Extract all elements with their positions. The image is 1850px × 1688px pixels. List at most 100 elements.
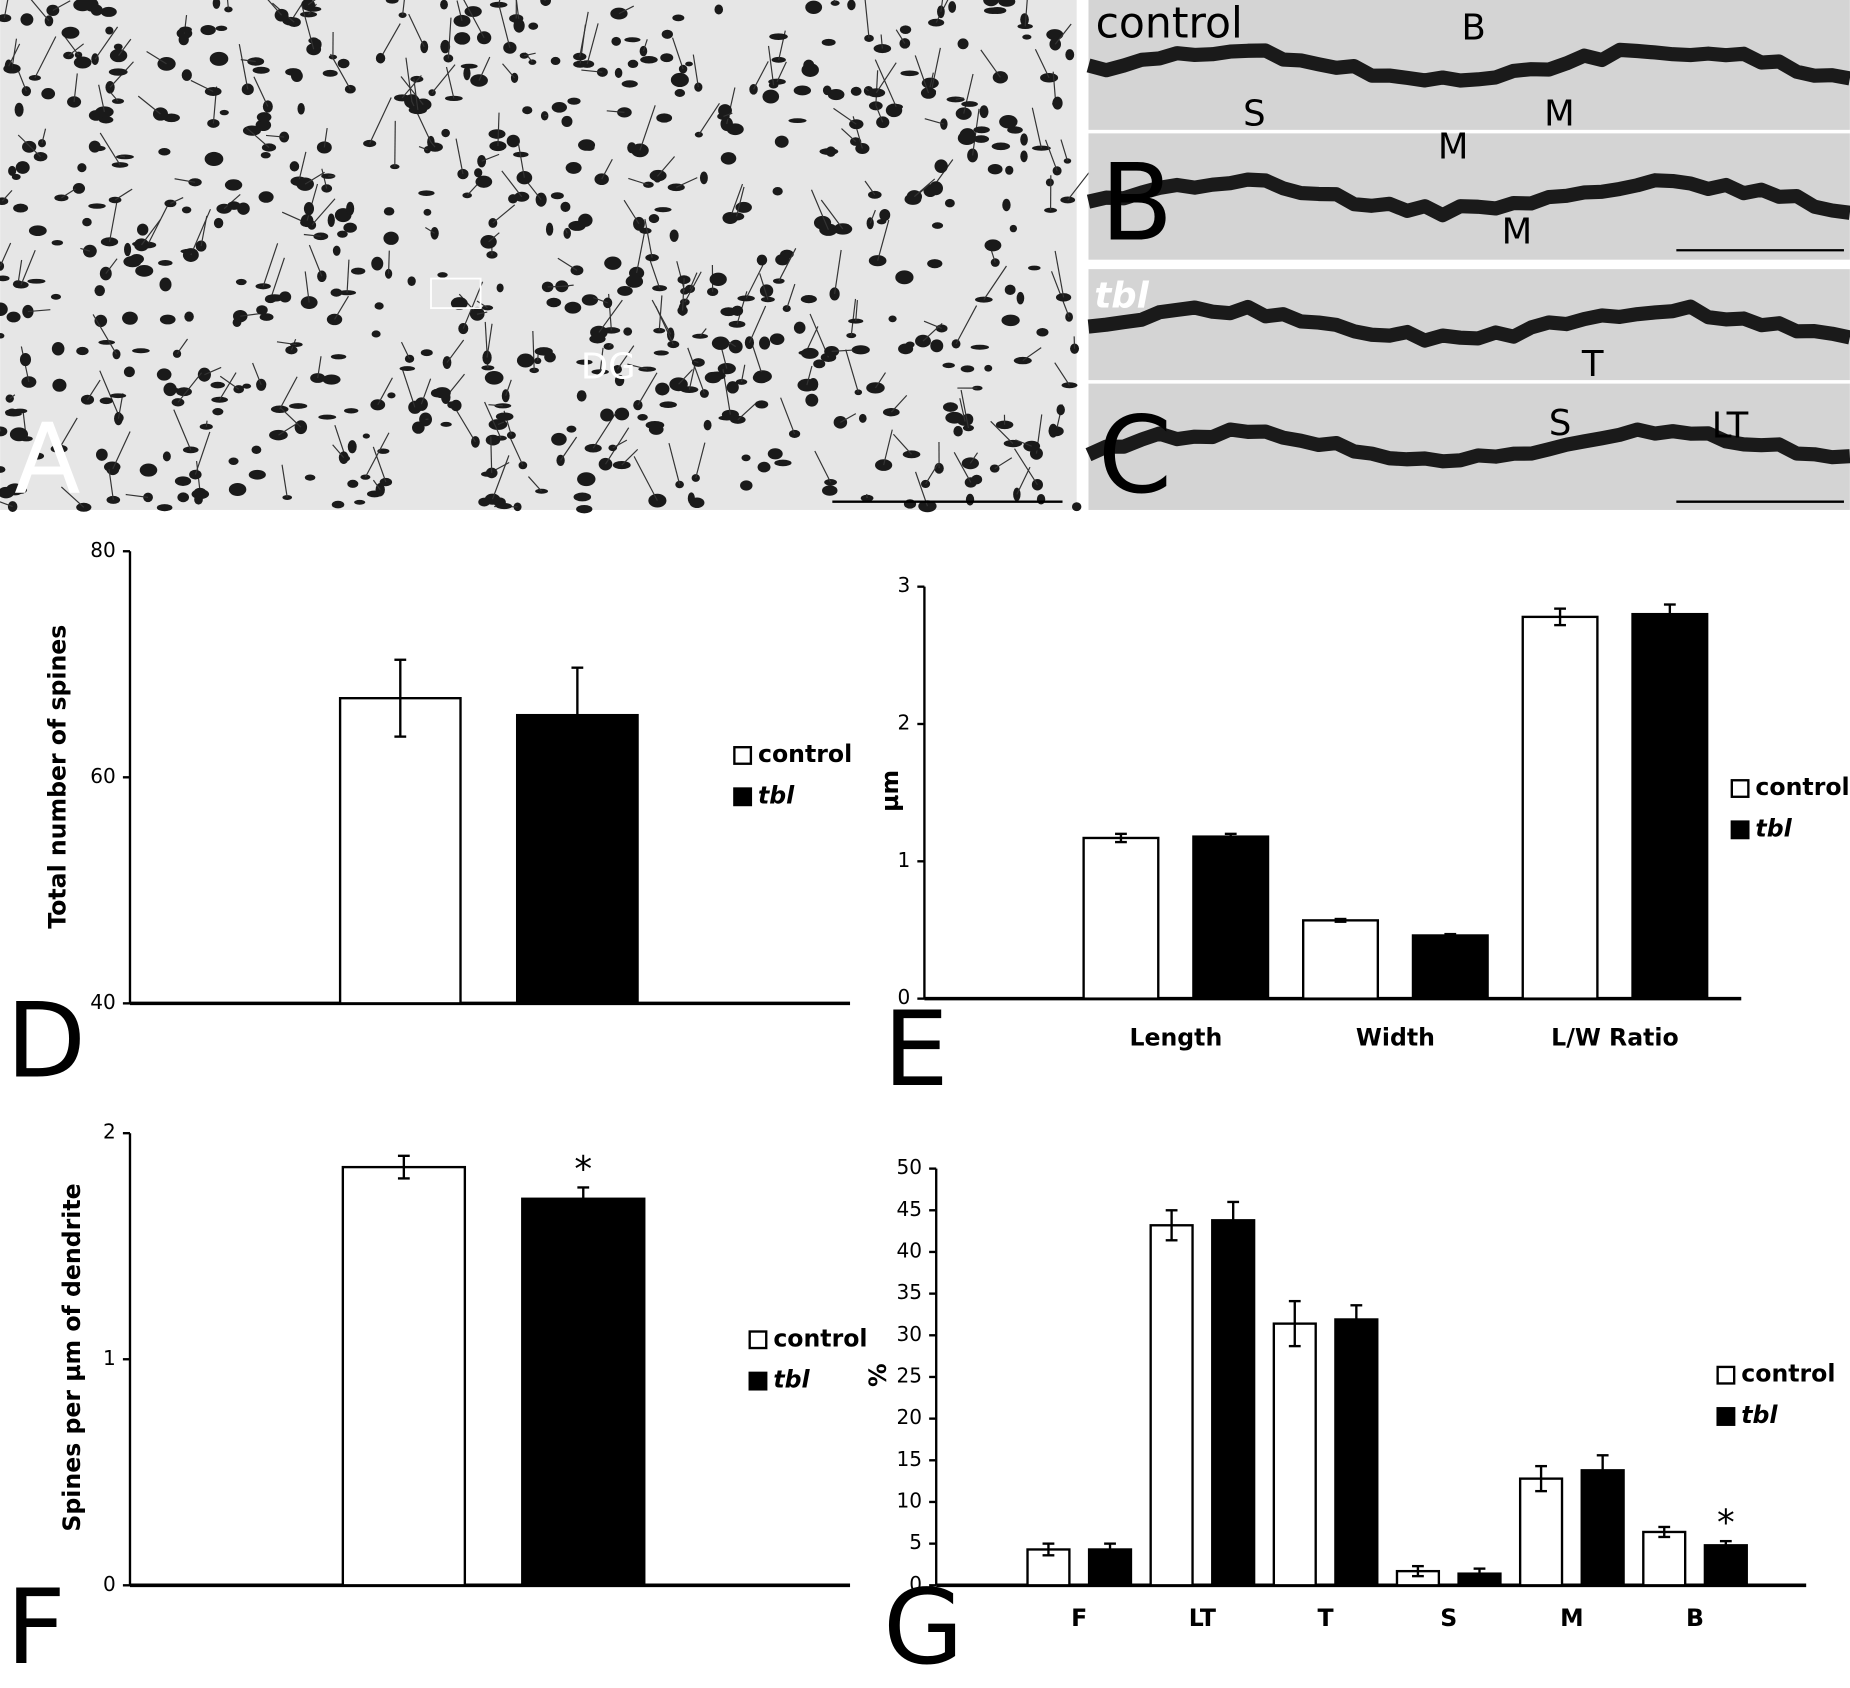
- neuron: [440, 421, 452, 427]
- dendrite: [105, 258, 118, 274]
- bar: [1149, 1224, 1194, 1587]
- neuron: [478, 497, 491, 507]
- neuron: [0, 333, 5, 339]
- dendrite: [17, 259, 23, 285]
- neuron: [215, 25, 228, 31]
- neuron: [385, 0, 399, 4]
- neuron: [1031, 478, 1043, 491]
- neuron: [14, 102, 24, 117]
- neuron: [822, 85, 832, 96]
- neuron: [714, 4, 724, 15]
- legend-swatch: [1730, 779, 1750, 798]
- neuron: [864, 34, 874, 42]
- dendrite: [453, 405, 476, 443]
- neuron: [1072, 502, 1082, 512]
- neuron: [707, 287, 719, 297]
- neuron: [637, 413, 648, 421]
- bar: [1518, 1477, 1564, 1587]
- error-bar: [1554, 607, 1566, 627]
- neuron: [514, 191, 530, 202]
- dendrite: [737, 401, 758, 421]
- neuron: [440, 0, 448, 10]
- neuron: [1036, 327, 1049, 337]
- dendrite: [692, 54, 699, 88]
- neuron: [931, 222, 944, 229]
- neuron: [772, 187, 783, 196]
- neuron: [578, 213, 593, 227]
- neuron: [354, 499, 366, 505]
- legend-label: tbl: [1741, 1401, 1778, 1429]
- dendrite: [1022, 347, 1042, 362]
- dendrite: [606, 110, 625, 113]
- neuron: [648, 214, 660, 224]
- neuron: [260, 151, 271, 159]
- dendrite: [841, 128, 857, 143]
- neuron: [351, 267, 366, 275]
- neuron: [1060, 196, 1076, 204]
- bar: [1082, 836, 1160, 1000]
- neuron: [347, 440, 357, 454]
- dendrite: [267, 0, 283, 16]
- x-tick-label: F: [1071, 1604, 1087, 1632]
- neuron: [180, 248, 198, 254]
- neuron: [1036, 493, 1046, 505]
- neuron: [61, 26, 80, 39]
- neuron: [454, 32, 471, 45]
- neuron: [577, 472, 596, 487]
- dendrite: [462, 281, 484, 329]
- neuron: [261, 143, 277, 152]
- neuron: [540, 0, 551, 6]
- neuron: [343, 222, 357, 233]
- dendrite: [806, 365, 813, 386]
- micrograph-label: M: [1502, 212, 1533, 253]
- neuron: [704, 371, 722, 384]
- dendrite: [456, 0, 463, 22]
- neuron: [210, 381, 225, 389]
- dendrite: [476, 300, 488, 309]
- dendrite: [8, 43, 21, 67]
- legend-label: control: [773, 1324, 867, 1352]
- dendrite: [400, 76, 424, 105]
- neuron: [303, 202, 315, 216]
- neuron: [819, 148, 839, 155]
- neuron: [105, 26, 114, 35]
- dendrite: [693, 360, 699, 364]
- dendrite: [125, 493, 149, 498]
- neuron: [224, 179, 243, 191]
- error-bar: [397, 1154, 410, 1180]
- neuron: [109, 393, 127, 399]
- neuron: [437, 272, 448, 278]
- neuron: [228, 457, 239, 466]
- neuron: [111, 98, 125, 104]
- dendrite: [547, 285, 570, 288]
- neuron: [769, 33, 788, 40]
- neuron: [1046, 29, 1064, 41]
- neuron: [113, 43, 123, 51]
- dendrite: [265, 134, 285, 138]
- neuron: [1052, 96, 1063, 110]
- dendrite: [925, 463, 939, 485]
- significance-marker: *: [1717, 1503, 1735, 1544]
- dendrite: [99, 132, 121, 166]
- x-tick-label: B: [1686, 1604, 1704, 1632]
- chart: 0 1 2 Spines per µm of dendrite F * control tbl: [6, 1120, 867, 1688]
- dendrite: [655, 306, 674, 345]
- dendrite: [240, 313, 260, 317]
- neuron: [822, 485, 838, 496]
- neuron: [953, 425, 963, 437]
- legend-label: control: [1755, 773, 1849, 801]
- neuron: [565, 162, 582, 174]
- dendrite: [0, 426, 2, 432]
- neuron: [868, 101, 883, 111]
- dendrite: [321, 168, 328, 189]
- bar: [1192, 835, 1270, 1000]
- neuron: [156, 504, 173, 512]
- y-tick-label: 30: [897, 1322, 923, 1346]
- dendrite: [983, 265, 1007, 300]
- neuron: [573, 492, 592, 502]
- dendrite: [855, 300, 858, 322]
- neuron: [711, 336, 730, 350]
- dendrite: [364, 432, 390, 478]
- dendrite: [874, 372, 886, 389]
